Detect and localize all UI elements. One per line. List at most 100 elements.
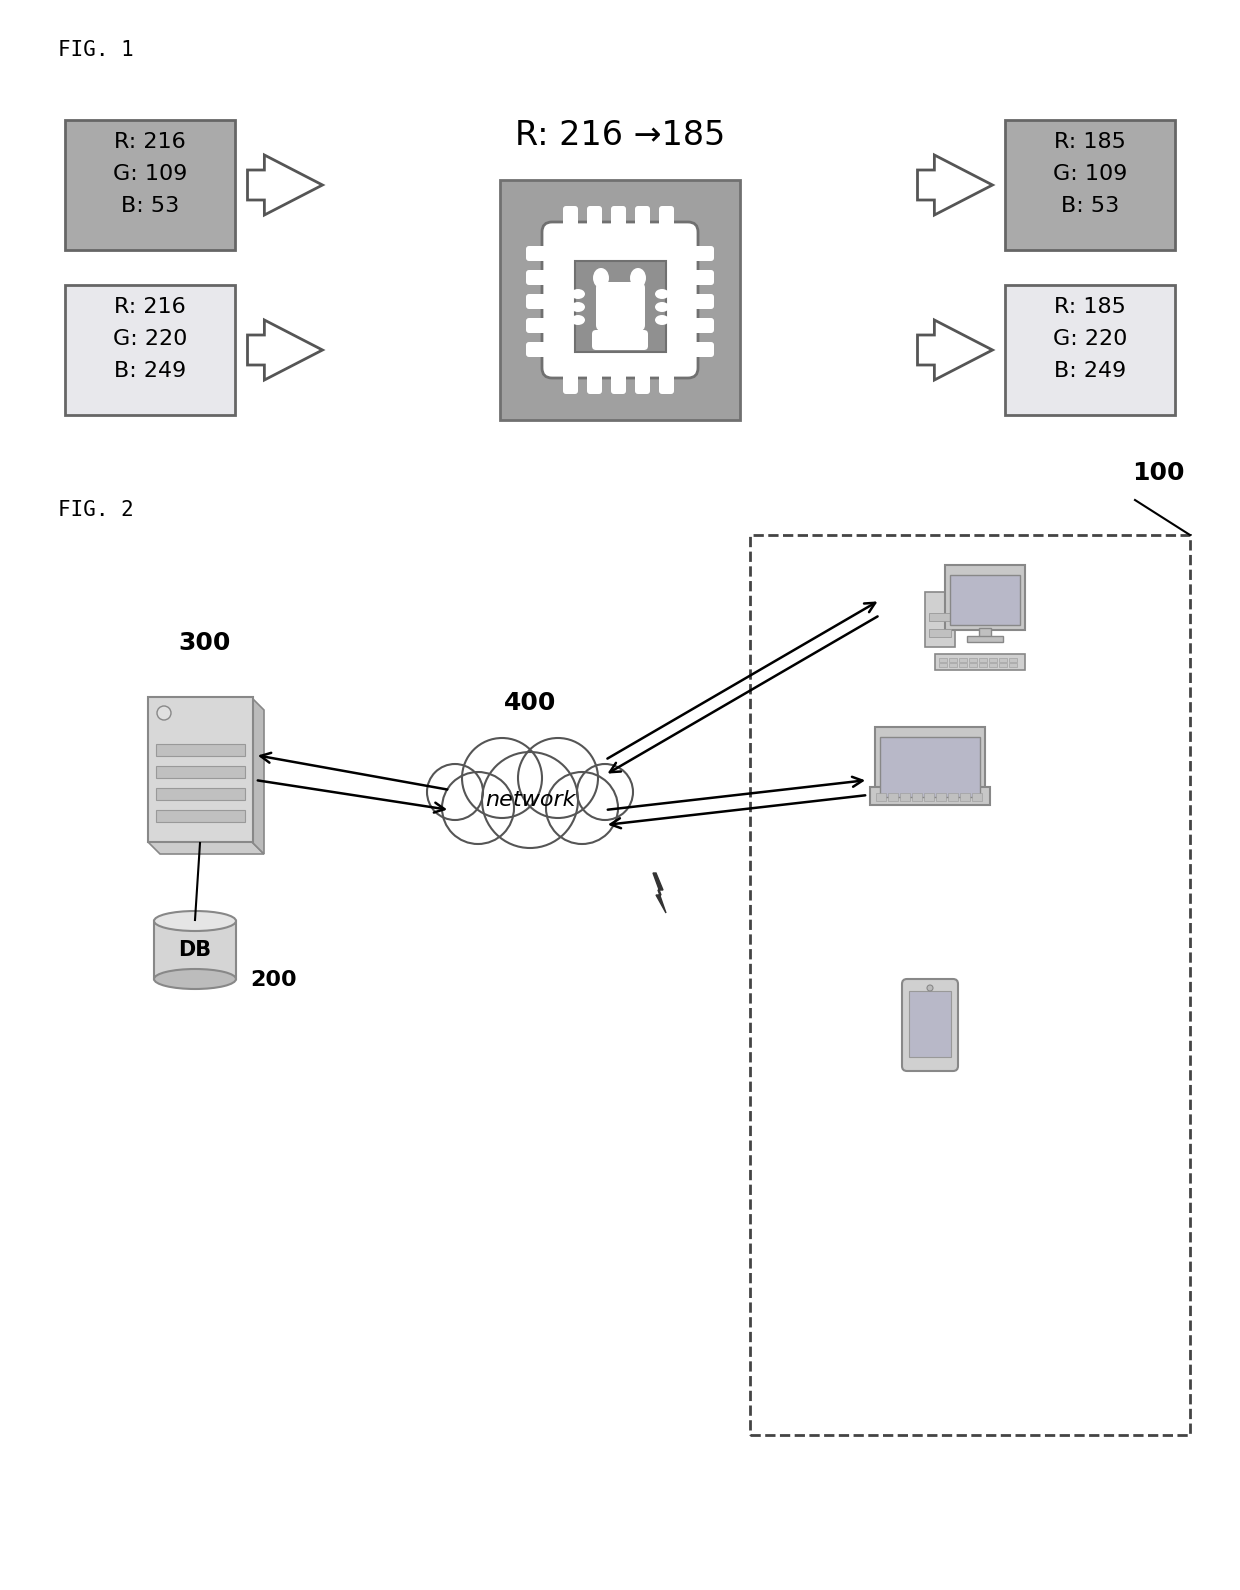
Bar <box>911 793 923 801</box>
Bar <box>960 793 970 801</box>
Circle shape <box>427 765 484 820</box>
Bar <box>936 793 946 801</box>
Text: G: 109: G: 109 <box>113 164 187 184</box>
Bar <box>575 261 666 351</box>
Bar <box>939 658 947 661</box>
Bar <box>959 663 967 666</box>
Bar <box>980 663 987 666</box>
FancyBboxPatch shape <box>658 207 675 229</box>
Circle shape <box>577 765 632 820</box>
Polygon shape <box>248 320 322 380</box>
FancyBboxPatch shape <box>635 370 650 394</box>
FancyBboxPatch shape <box>563 370 578 394</box>
Ellipse shape <box>630 269 646 288</box>
Bar <box>950 576 1021 625</box>
Bar <box>156 766 246 778</box>
Text: R: 216: R: 216 <box>114 297 186 316</box>
Text: DB: DB <box>179 940 212 960</box>
Ellipse shape <box>655 289 670 299</box>
Text: R: 216 →185: R: 216 →185 <box>515 119 725 151</box>
Text: FIG. 2: FIG. 2 <box>58 499 134 520</box>
Bar <box>980 658 987 661</box>
Bar <box>1004 285 1176 415</box>
Text: B: 249: B: 249 <box>114 361 186 382</box>
FancyBboxPatch shape <box>901 979 959 1072</box>
Ellipse shape <box>154 911 236 932</box>
Ellipse shape <box>570 315 585 324</box>
FancyBboxPatch shape <box>591 331 649 350</box>
Bar <box>967 636 1003 642</box>
Circle shape <box>928 984 932 991</box>
Bar <box>929 630 951 638</box>
Polygon shape <box>918 320 992 380</box>
Circle shape <box>157 706 171 720</box>
Bar <box>999 658 1007 661</box>
Bar <box>959 658 967 661</box>
Bar <box>949 658 957 661</box>
Bar <box>949 793 959 801</box>
Polygon shape <box>252 698 264 854</box>
Text: B: 53: B: 53 <box>120 196 179 216</box>
Circle shape <box>518 738 598 817</box>
Text: R: 216: R: 216 <box>114 132 186 153</box>
FancyBboxPatch shape <box>635 207 650 229</box>
Polygon shape <box>248 154 322 215</box>
FancyBboxPatch shape <box>526 294 549 308</box>
Ellipse shape <box>570 289 585 299</box>
Bar <box>949 663 957 666</box>
Bar <box>925 591 955 647</box>
Bar <box>999 663 1007 666</box>
Text: G: 220: G: 220 <box>113 329 187 348</box>
FancyBboxPatch shape <box>526 342 549 358</box>
Bar <box>156 789 246 800</box>
Polygon shape <box>918 154 992 215</box>
Bar <box>148 696 253 843</box>
Bar <box>1004 119 1176 250</box>
Bar <box>900 793 910 801</box>
Bar <box>990 658 997 661</box>
Ellipse shape <box>154 968 236 989</box>
Bar <box>880 738 980 797</box>
Bar <box>968 663 977 666</box>
Bar <box>1009 663 1017 666</box>
Text: R: 185: R: 185 <box>1054 132 1126 153</box>
Circle shape <box>546 773 618 844</box>
Bar <box>939 663 947 666</box>
Bar <box>154 921 236 979</box>
Circle shape <box>482 752 578 847</box>
Text: G: 109: G: 109 <box>1053 164 1127 184</box>
Bar <box>500 180 740 420</box>
FancyBboxPatch shape <box>658 370 675 394</box>
Bar <box>968 658 977 661</box>
Bar <box>972 793 982 801</box>
Bar <box>980 628 991 638</box>
FancyBboxPatch shape <box>526 318 549 332</box>
Circle shape <box>463 738 542 817</box>
FancyBboxPatch shape <box>691 318 714 332</box>
Text: network: network <box>485 790 575 809</box>
FancyBboxPatch shape <box>563 207 578 229</box>
Bar <box>945 564 1025 630</box>
FancyBboxPatch shape <box>691 270 714 285</box>
Polygon shape <box>148 843 264 854</box>
Text: G: 220: G: 220 <box>1053 329 1127 348</box>
Bar <box>64 119 236 250</box>
Text: 300: 300 <box>179 631 231 655</box>
FancyBboxPatch shape <box>526 270 549 285</box>
FancyBboxPatch shape <box>611 370 626 394</box>
Bar <box>875 727 985 801</box>
FancyBboxPatch shape <box>542 223 698 378</box>
Bar <box>156 744 246 755</box>
Text: B: 249: B: 249 <box>1054 361 1126 382</box>
Circle shape <box>441 773 515 844</box>
Ellipse shape <box>655 315 670 324</box>
Bar <box>935 653 1025 669</box>
FancyBboxPatch shape <box>611 207 626 229</box>
FancyBboxPatch shape <box>596 281 645 331</box>
Text: 200: 200 <box>250 970 296 991</box>
FancyBboxPatch shape <box>691 246 714 261</box>
Bar <box>924 793 934 801</box>
FancyBboxPatch shape <box>587 370 601 394</box>
Text: B: 53: B: 53 <box>1061 196 1120 216</box>
Bar <box>64 285 236 415</box>
